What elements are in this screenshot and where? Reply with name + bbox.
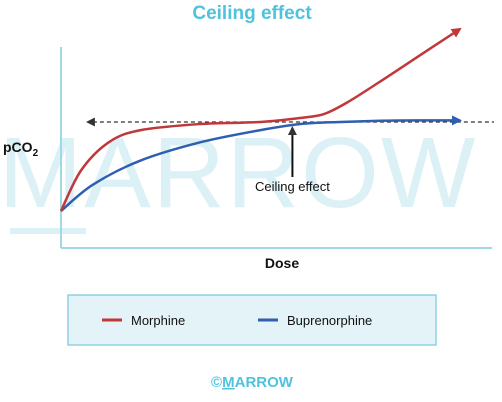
- chart-title: Ceiling effect: [192, 3, 312, 24]
- y-axis-label-main: pCO: [3, 139, 33, 155]
- y-axis-label-subscript: 2: [33, 148, 39, 159]
- footer-brand-first-letter: M: [222, 374, 235, 391]
- footer-copyright-symbol: ©: [211, 374, 222, 391]
- watermark-underline: [10, 228, 86, 234]
- legend-label-buprenorphine: Buprenorphine: [287, 313, 372, 328]
- y-axis-label: pCO2: [3, 139, 39, 159]
- morphine-line: [59, 27, 462, 212]
- buprenorphine-line: [60, 115, 462, 212]
- footer-brand-rest: ARROW: [235, 374, 294, 391]
- x-axis-label: Dose: [265, 255, 299, 271]
- footer-brand: ©MARROW: [211, 374, 294, 391]
- legend-label-morphine: Morphine: [131, 313, 185, 328]
- ceiling-effect-annotation: Ceiling effect: [255, 179, 330, 194]
- legend-box: [67, 294, 437, 346]
